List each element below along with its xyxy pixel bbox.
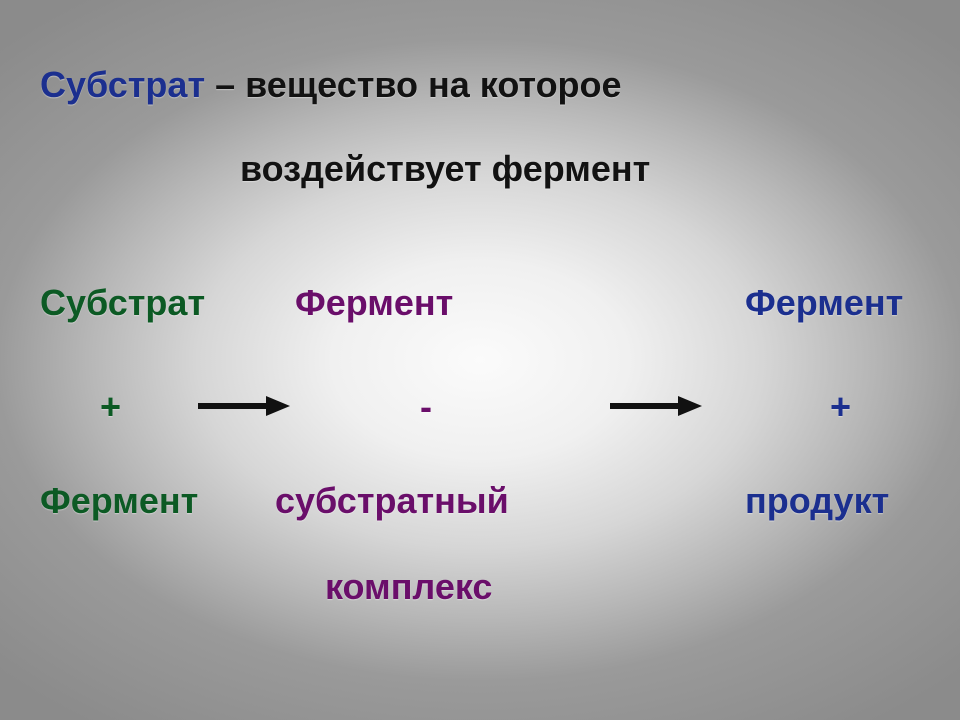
col1-bot: Фермент: [40, 480, 198, 522]
col3-top: Фермент: [745, 282, 903, 324]
col2-mid: -: [420, 386, 432, 428]
col2-top: Фермент: [295, 282, 453, 324]
col3-bot: продукт: [745, 480, 889, 522]
col2-extra: комплекс: [325, 566, 492, 608]
definition-rest: вещество на которое: [245, 64, 621, 105]
definition-line-2: воздействует фермент: [240, 148, 650, 190]
definition-term: Субстрат: [40, 64, 205, 105]
col1-mid: +: [100, 386, 121, 428]
definition-dash: –: [205, 64, 245, 105]
definition-line-1: Субстрат – вещество на которое: [40, 64, 622, 106]
arrow-1: [196, 392, 292, 420]
arrow-2: [608, 392, 704, 420]
col1-top: Субстрат: [40, 282, 205, 324]
col2-bot: субстратный: [275, 480, 509, 522]
col3-mid: +: [830, 386, 851, 428]
slide-stage: Субстрат – вещество на которое воздейств…: [0, 0, 960, 720]
